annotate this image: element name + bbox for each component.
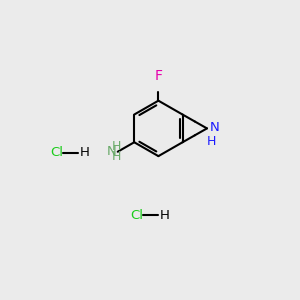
Text: Cl: Cl <box>130 208 143 221</box>
Text: H: H <box>112 140 121 153</box>
Text: N: N <box>107 145 117 158</box>
Text: N: N <box>210 121 220 134</box>
Text: H: H <box>80 146 89 159</box>
Text: H: H <box>160 208 170 221</box>
Text: H: H <box>206 135 216 148</box>
Text: F: F <box>154 69 162 83</box>
Text: Cl: Cl <box>50 146 63 159</box>
Text: H: H <box>112 150 121 163</box>
